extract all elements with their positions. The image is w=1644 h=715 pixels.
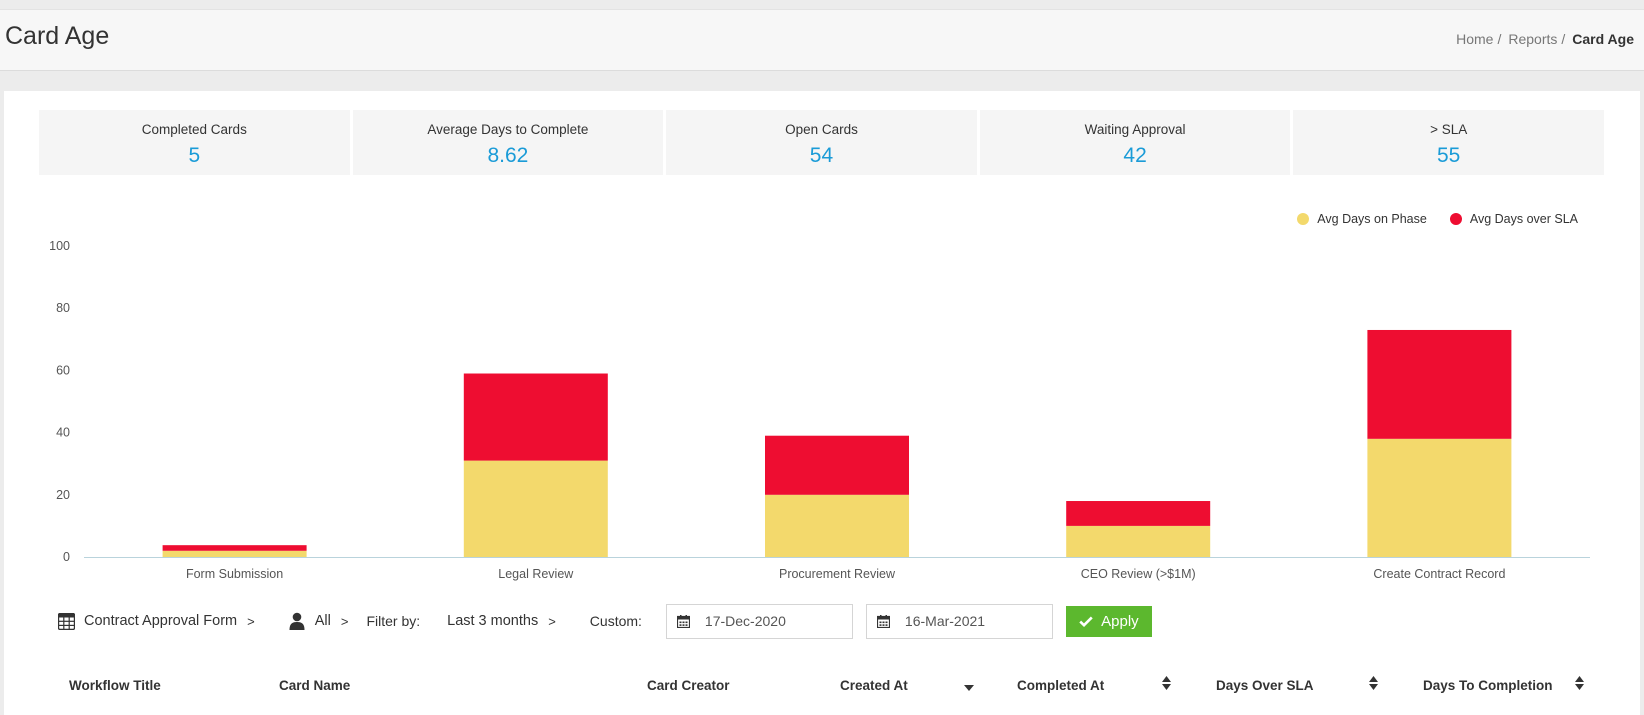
bar-segment-phase bbox=[463, 460, 608, 557]
column-header-card-name[interactable]: Card Name bbox=[279, 678, 350, 693]
form-selector[interactable]: Contract Approval Form > bbox=[58, 612, 255, 630]
check-icon bbox=[1079, 615, 1093, 627]
breadcrumb-separator: / bbox=[1497, 31, 1502, 47]
stat-value: 8.62 bbox=[487, 144, 529, 167]
user-icon bbox=[289, 612, 305, 630]
y-tick-label: 100 bbox=[49, 239, 70, 253]
column-header-label: Days To Completion bbox=[1423, 678, 1553, 693]
filter-by-label: Filter by: bbox=[366, 613, 421, 629]
legend-item-phase[interactable]: Avg Days on Phase bbox=[1297, 212, 1427, 226]
calendar-icon bbox=[676, 614, 690, 628]
legend-label: Avg Days on Phase bbox=[1317, 212, 1427, 226]
bar-segment-phase bbox=[765, 494, 909, 557]
custom-label: Custom: bbox=[589, 613, 642, 629]
legend-label: Avg Days over SLA bbox=[1469, 212, 1578, 226]
stat-over-sla: > SLA 55 bbox=[1293, 110, 1604, 175]
page-header: Card Age Home / Reports / Card Age bbox=[0, 9, 1644, 71]
breadcrumb-current: Card Age bbox=[1572, 31, 1634, 47]
user-selector-label: All bbox=[314, 613, 331, 629]
column-header-days-over-sla[interactable]: Days Over SLA bbox=[1216, 678, 1314, 693]
breadcrumb-separator: / bbox=[1561, 31, 1566, 47]
column-header-label: Card Creator bbox=[647, 678, 730, 693]
start-date-value: 17-Dec-2020 bbox=[704, 613, 786, 629]
stat-value: 55 bbox=[1436, 144, 1461, 167]
bar-segment-phase bbox=[1367, 438, 1512, 557]
end-date-value: 16-Mar-2021 bbox=[904, 613, 986, 629]
column-header-card-creator[interactable]: Card Creator bbox=[647, 678, 730, 693]
x-tick-label: CEO Review (>$1M) bbox=[1081, 567, 1196, 581]
date-range-label: Last 3 months bbox=[447, 613, 539, 629]
breadcrumb: Home / Reports / Card Age bbox=[1456, 31, 1634, 47]
filter-bar: Contract Approval Form > All > Filter by… bbox=[58, 603, 1152, 639]
y-tick-label: 40 bbox=[56, 426, 70, 440]
bar-segment-over-sla bbox=[162, 545, 307, 551]
date-range-selector[interactable]: Last 3 months > bbox=[447, 613, 556, 629]
breadcrumb-home-link[interactable]: Home bbox=[1456, 31, 1494, 47]
chart-legend: Avg Days on Phase Avg Days over SLA bbox=[1274, 212, 1578, 226]
bar-segment-over-sla bbox=[463, 373, 608, 461]
stat-label: Open Cards bbox=[785, 122, 858, 137]
bar-segment-phase bbox=[162, 550, 307, 557]
stat-average-days: Average Days to Complete 8.62 bbox=[352, 110, 664, 175]
column-header-days-to-completion[interactable]: Days To Completion bbox=[1423, 678, 1553, 693]
stat-label: Average Days to Complete bbox=[427, 122, 589, 137]
y-tick-label: 20 bbox=[56, 488, 70, 502]
chevron-right-icon: > bbox=[548, 613, 556, 629]
card-age-chart: 0 20 40 60 80 100 Form Submission Legal Review P… bbox=[49, 239, 1590, 581]
column-header-label: Days Over SLA bbox=[1216, 678, 1314, 693]
stat-label: Completed Cards bbox=[141, 122, 247, 137]
sort-desc-icon[interactable] bbox=[964, 685, 974, 691]
start-date-field[interactable]: 17-Dec-2020 bbox=[665, 603, 853, 639]
stat-open-cards: Open Cards 54 bbox=[666, 110, 977, 175]
column-header-label: Created At bbox=[840, 678, 908, 693]
form-selector-label: Contract Approval Form bbox=[84, 613, 238, 629]
stats-bar: Completed Cards 5 Average Days to Comple… bbox=[39, 110, 1604, 175]
chevron-right-icon: > bbox=[340, 613, 349, 629]
user-selector[interactable]: All > bbox=[289, 612, 349, 630]
column-header-label: Workflow Title bbox=[69, 678, 161, 693]
legend-item-over-sla[interactable]: Avg Days over SLA bbox=[1449, 212, 1578, 226]
legend-swatch-over-sla bbox=[1449, 213, 1462, 225]
stat-label: > SLA bbox=[1430, 122, 1468, 137]
stat-value: 54 bbox=[809, 144, 834, 167]
stat-value: 5 bbox=[188, 144, 201, 167]
sort-icon[interactable] bbox=[1575, 676, 1584, 690]
bar-segment-over-sla bbox=[1066, 501, 1211, 526]
column-header-created-at[interactable]: Created At bbox=[840, 678, 908, 693]
breadcrumb-reports-link[interactable]: Reports bbox=[1508, 31, 1558, 47]
end-date-field[interactable]: 16-Mar-2021 bbox=[865, 603, 1053, 639]
y-tick-label: 60 bbox=[56, 363, 70, 377]
apply-button[interactable]: Apply bbox=[1065, 605, 1152, 637]
column-header-label: Completed At bbox=[1017, 678, 1105, 693]
page-title: Card Age bbox=[5, 22, 110, 50]
stat-label: Waiting Approval bbox=[1084, 122, 1186, 137]
bar-segment-phase bbox=[1066, 525, 1211, 557]
calendar-icon bbox=[876, 614, 890, 628]
sort-icon[interactable] bbox=[1369, 676, 1378, 690]
x-tick-label: Form Submission bbox=[186, 567, 283, 581]
stat-value: 42 bbox=[1123, 144, 1147, 167]
table-icon bbox=[58, 612, 75, 630]
y-tick-label: 80 bbox=[56, 301, 70, 315]
column-header-label: Card Name bbox=[279, 678, 351, 693]
column-header-workflow-title[interactable]: Workflow Title bbox=[69, 678, 161, 693]
chevron-right-icon: > bbox=[247, 613, 255, 629]
sort-icon[interactable] bbox=[1162, 676, 1171, 690]
bar-segment-over-sla bbox=[765, 435, 909, 495]
x-tick-label: Create Contract Record bbox=[1373, 567, 1505, 581]
y-tick-label: 0 bbox=[63, 550, 70, 564]
apply-button-label: Apply bbox=[1101, 612, 1139, 630]
stat-completed-cards: Completed Cards 5 bbox=[39, 110, 350, 175]
stat-waiting-approval: Waiting Approval 42 bbox=[979, 110, 1291, 175]
x-tick-label: Legal Review bbox=[498, 567, 574, 581]
bar-segment-over-sla bbox=[1367, 329, 1512, 439]
x-tick-label: Procurement Review bbox=[779, 567, 896, 581]
legend-swatch-phase bbox=[1297, 213, 1310, 225]
table-header-row: Workflow Title Card Name Card Creator Cr… bbox=[0, 676, 1644, 708]
column-header-completed-at[interactable]: Completed At bbox=[1017, 678, 1104, 693]
